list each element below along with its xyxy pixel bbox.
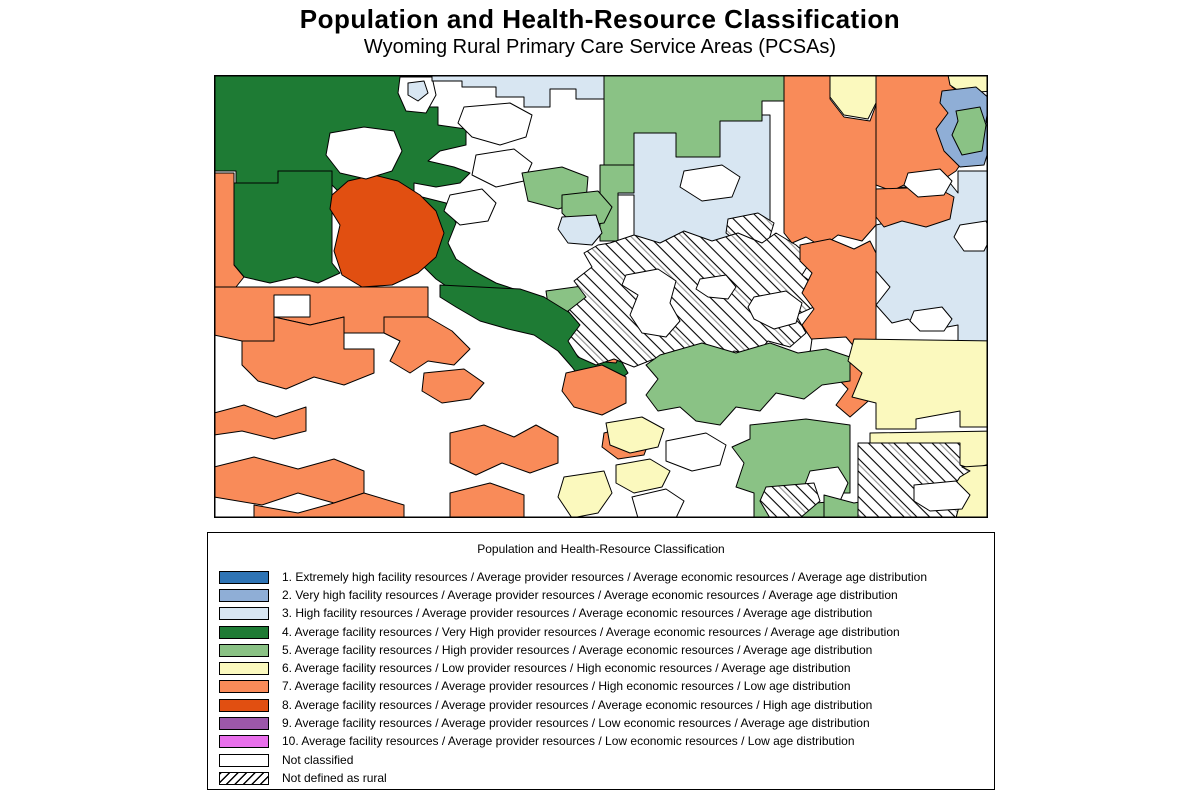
map-region-white-area-3 — [443, 188, 497, 226]
legend-swatch-4 — [219, 625, 269, 639]
map-region-white-hole-ne1 — [903, 168, 953, 198]
legend-swatch-3 — [219, 607, 269, 621]
legend-label-3: 3. High facility resources / Average pro… — [282, 606, 873, 621]
map-region-north-class5-strip — [599, 164, 635, 242]
map-region-ne-orange-column — [783, 75, 877, 248]
map-region-south-yellow-patch2 — [605, 416, 665, 454]
map-region-sw-orange-bottom2 — [253, 492, 405, 518]
legend-swatch-7 — [219, 680, 269, 694]
legend-label-8: 8. Average facility resources / Average … — [282, 697, 873, 712]
legend-item-4: 4. Average facility resources / Very Hig… — [208, 623, 994, 641]
legend-label-1: 1. Extremely high facility resources / A… — [282, 569, 927, 584]
map-region-hatch-hole-2 — [747, 290, 803, 330]
map-region-sw-white-hole — [273, 294, 311, 318]
map-region-white-area-4 — [665, 432, 727, 472]
map-region-top-blue-dot — [407, 80, 429, 102]
legend-item-nc: Not classified — [208, 751, 994, 769]
legend-item-1: 1. Extremely high facility resources / A… — [208, 568, 994, 586]
legend-swatch-6 — [219, 662, 269, 676]
legend-item-nr: Not defined as rural — [208, 769, 994, 787]
map-region-south-yellow-patch — [557, 470, 613, 518]
map-region-nw-class4-west-block — [233, 170, 341, 284]
legend-item-7: 7. Average facility resources / Average … — [208, 678, 994, 696]
map-region-hatch-se-hole — [913, 480, 971, 512]
legend-label-2: 2. Very high facility resources / Averag… — [282, 587, 898, 602]
legend-item-10: 10. Average facility resources / Average… — [208, 733, 994, 751]
legend-title: Population and Health-Resource Classific… — [477, 542, 725, 556]
legend-swatch-8 — [219, 698, 269, 712]
wyoming-map-svg — [214, 75, 988, 518]
map-region-sw-orange-mid — [241, 316, 375, 390]
map-region-sw-orange-island2 — [214, 404, 307, 440]
legend-swatch-9 — [219, 717, 269, 731]
map-region-class8-region — [329, 174, 445, 288]
legend-item-8: 8. Average facility resources / Average … — [208, 696, 994, 714]
legend-item-5: 5. Average facility resources / High pro… — [208, 641, 994, 659]
legend-label-7: 7. Average facility resources / Average … — [282, 679, 851, 694]
legend-label-nr: Not defined as rural — [282, 770, 387, 785]
legend-label-10: 10. Average facility resources / Average… — [282, 734, 855, 749]
legend-swatch-5 — [219, 643, 269, 657]
map-region-north-class3-band — [431, 75, 605, 108]
map-frame — [214, 75, 988, 518]
map-region-ne-class5-inclusion — [951, 106, 987, 156]
map-region-sw-orange-island1 — [421, 368, 485, 404]
map-region-white-hole-north — [679, 164, 741, 202]
legend-label-5: 5. Average facility resources / High pro… — [282, 642, 873, 657]
legend-item-9: 9. Average facility resources / Average … — [208, 714, 994, 732]
map-region-se-yellow-upper — [847, 338, 988, 430]
wyoming-pcsa-map — [214, 75, 988, 518]
map-region-center-orange-island1 — [561, 364, 627, 416]
legend-swatch-1 — [219, 570, 269, 584]
map-region-hatch-hole-1 — [621, 268, 681, 338]
map-region-nw-white-inclusion — [325, 126, 403, 180]
map-region-white-hole-ne2 — [909, 306, 953, 332]
map-region-white-area-5 — [631, 488, 685, 518]
map-region-white-area-1 — [457, 102, 533, 146]
legend-item-3: 3. High facility resources / Average pro… — [208, 605, 994, 623]
map-region-ne-yellow-notch — [829, 75, 877, 120]
legend-label-4: 4. Average facility resources / Very Hig… — [282, 624, 900, 639]
map-region-central-class5-blob — [645, 342, 851, 426]
map-region-class3-small-west — [557, 214, 603, 246]
legend-label-nc: Not classified — [282, 752, 354, 767]
map-region-hatch-hole-3 — [695, 274, 737, 300]
page-title: Population and Health-Resource Classific… — [299, 4, 901, 34]
map-region-south-orange-blob — [449, 424, 559, 476]
legend-label-9: 9. Average facility resources / Average … — [282, 716, 870, 731]
legend-items: 1. Extremely high facility resources / A… — [208, 559, 994, 788]
map-region-hatch-bottom-wedge — [759, 482, 821, 518]
legend-item-6: 6. Average facility resources / Low prov… — [208, 659, 994, 677]
legend-label-6: 6. Average facility resources / Low prov… — [282, 661, 851, 676]
map-legend: Population and Health-Resource Classific… — [207, 532, 995, 790]
page-subtitle: Wyoming Rural Primary Care Service Areas… — [363, 36, 837, 58]
map-region-sw-orange-east — [383, 316, 471, 374]
legend-swatch-2 — [219, 588, 269, 602]
map-region-west-orange-strip — [214, 172, 245, 288]
legend-swatch-nr — [219, 771, 269, 785]
map-region-south-orange-bottom — [449, 482, 525, 518]
map-region-south-yellow-patch3 — [615, 458, 671, 494]
legend-swatch-nc — [219, 753, 269, 767]
legend-item-2: 2. Very high facility resources / Averag… — [208, 586, 994, 604]
legend-swatch-10 — [219, 735, 269, 749]
map-region-white-hole-ne3 — [953, 220, 988, 252]
